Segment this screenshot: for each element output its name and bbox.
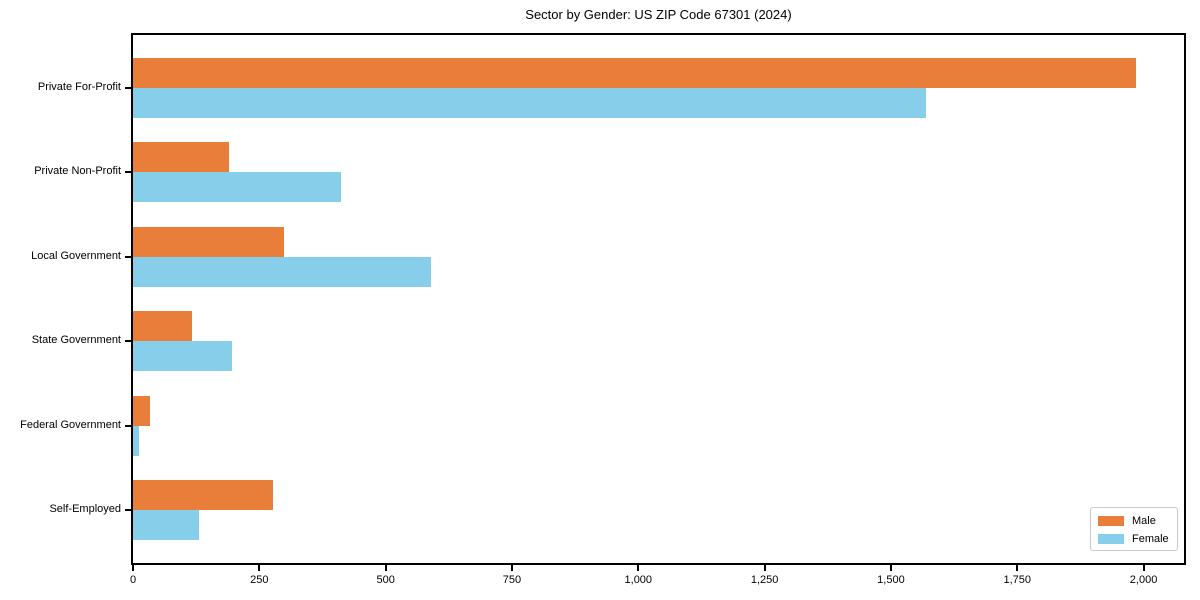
y-tick-mark	[125, 509, 131, 511]
x-tick-mark	[637, 565, 640, 571]
x-tick-label: 250	[250, 574, 269, 586]
x-tick-label: 1,000	[624, 574, 653, 586]
x-tick-mark	[510, 565, 513, 571]
bar-male-2	[133, 226, 284, 257]
bar-male-3	[133, 311, 193, 342]
x-tick-mark	[889, 565, 892, 571]
y-tick-mark	[125, 87, 131, 89]
x-tick-mark	[1142, 565, 1145, 571]
x-tick-mark	[763, 565, 766, 571]
x-tick-mark	[258, 565, 261, 571]
bar-female-3	[133, 341, 233, 372]
x-tick-label: 2,000	[1129, 574, 1158, 586]
legend-label-male: Male	[1132, 515, 1156, 527]
female-series-swatch	[1098, 534, 1124, 544]
y-axis-label-2: Local Government	[31, 249, 121, 262]
x-tick-label: 1,500	[877, 574, 905, 586]
bar-female-1	[133, 172, 342, 203]
x-tick-mark	[1016, 565, 1019, 571]
bar-female-0	[133, 88, 927, 118]
bar-male-4	[133, 395, 150, 426]
plot-area: Male Female	[131, 33, 1186, 565]
x-tick-label: 750	[502, 574, 522, 586]
bar-male-1	[133, 142, 229, 173]
y-tick-mark	[125, 424, 131, 427]
male-series-swatch	[1098, 516, 1124, 526]
y-axis-label-0: Private For-Profit	[37, 81, 121, 93]
y-axis-label-4: Federal Government	[20, 418, 121, 431]
bar-female-5	[133, 510, 199, 540]
legend: Male Female	[1090, 507, 1178, 551]
x-tick-label: 500	[376, 574, 395, 586]
bar-female-2	[133, 256, 432, 287]
y-tick-mark	[125, 255, 131, 258]
x-tick-mark	[384, 565, 387, 571]
x-tick-label: 1,750	[1003, 574, 1032, 586]
x-tick-label: 1,250	[750, 574, 779, 586]
y-axis-label-1: Private Non-Profit	[34, 165, 121, 178]
x-tick-label: 0	[129, 574, 137, 586]
x-tick-mark	[132, 565, 134, 571]
bar-female-4	[133, 425, 140, 456]
legend-entry-female: Female	[1098, 530, 1177, 548]
y-tick-mark	[125, 171, 131, 174]
y-axis-label-3: State Government	[31, 334, 121, 347]
bar-male-0	[133, 58, 1136, 88]
chart-title: Sector by Gender: US ZIP Code 67301 (202…	[525, 7, 792, 22]
legend-entry-male: Male	[1098, 512, 1177, 530]
y-axis-label-5: Self-Employed	[49, 503, 121, 515]
y-tick-mark	[125, 340, 131, 343]
bar-male-5	[133, 480, 273, 510]
legend-label-female: Female	[1132, 533, 1169, 545]
